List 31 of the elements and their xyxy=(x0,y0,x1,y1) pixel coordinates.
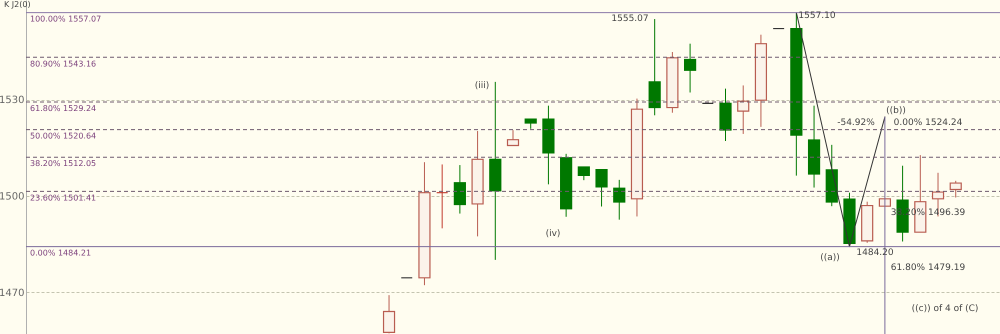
ref-line-label: 50.00% 1520.64 xyxy=(30,132,96,141)
candlestick xyxy=(737,84,750,134)
annotation: ((a)) xyxy=(820,253,840,263)
annotation: 61.80% 1479.19 xyxy=(890,263,966,273)
y-tick-label: 1470 xyxy=(0,288,24,299)
candlestick xyxy=(506,130,520,146)
candlestick xyxy=(578,166,590,181)
annotation: ((b)) xyxy=(886,106,906,116)
ref-line-label: 23.60% 1501.41 xyxy=(30,193,96,202)
candlestick xyxy=(436,164,448,229)
candlestick xyxy=(454,164,466,214)
annotation: 1555.07 xyxy=(611,14,649,24)
ref-line-label: 61.80% 1529.24 xyxy=(30,104,96,113)
candlestick xyxy=(613,179,626,220)
annotation: ((c)) of 4 of (C) xyxy=(912,304,978,314)
ref-line-label: 80.90% 1543.16 xyxy=(30,59,96,68)
annotation: (iv) xyxy=(546,229,560,239)
ref-line-label: 0.00% 1484.21 xyxy=(30,248,92,258)
y-tick-label: 1500 xyxy=(0,191,24,202)
annotation: (iii) xyxy=(474,81,490,91)
y-tick-label: 1530 xyxy=(0,95,24,106)
candlestick xyxy=(524,118,537,130)
ref-line-label: 100.00% 1557.07 xyxy=(30,14,102,24)
candlestick xyxy=(950,180,962,198)
annotation: K J2(0) xyxy=(4,0,31,9)
ref-line-label: 38.20% 1512.05 xyxy=(30,159,96,168)
annotation: 0.00% 1524.24 xyxy=(894,118,963,128)
annotation: -54.92% xyxy=(837,118,876,128)
candlestick xyxy=(684,43,696,93)
candlestick xyxy=(595,168,608,207)
annotation: 1557.10 xyxy=(798,11,836,21)
